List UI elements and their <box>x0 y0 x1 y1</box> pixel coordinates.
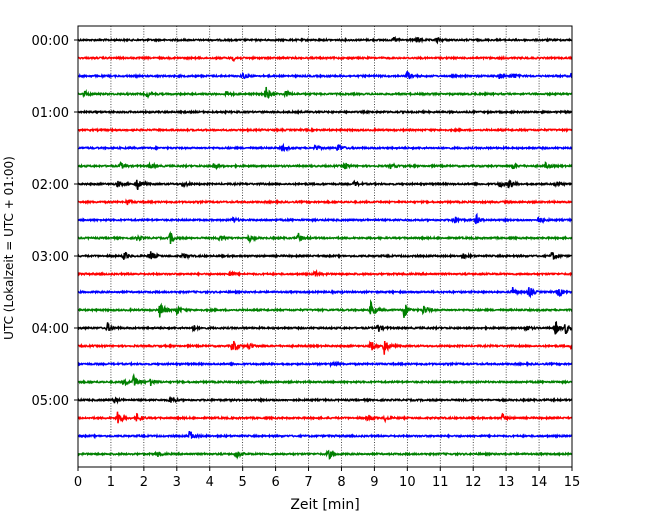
x-tick-label: 5 <box>239 475 247 490</box>
x-tick-label: 14 <box>531 475 548 490</box>
trace-line <box>78 126 572 134</box>
trace-line <box>78 35 572 45</box>
trace-line <box>78 230 572 244</box>
trace-line <box>78 54 572 62</box>
x-tick-label: 6 <box>271 475 279 490</box>
trace-line <box>78 161 572 171</box>
y-tick-label: 04:00 <box>32 322 69 337</box>
trace-line <box>78 179 572 190</box>
trace-line <box>78 449 572 460</box>
x-tick-label: 1 <box>107 475 115 490</box>
y-tick-label: 02:00 <box>32 178 69 193</box>
trace-line <box>78 251 572 261</box>
trace-line <box>78 286 572 299</box>
trace-line <box>78 212 572 225</box>
y-axis-label: UTC (Lokalzeit = UTC + 01:00) <box>2 156 16 340</box>
trace-line <box>78 360 572 369</box>
y-tick-label: 01:00 <box>32 106 69 121</box>
trace-line <box>78 340 572 355</box>
trace-line <box>78 70 572 80</box>
trace-line <box>78 86 572 100</box>
x-tick-label: 0 <box>74 475 82 490</box>
trace-line <box>78 395 572 405</box>
trace-line <box>78 299 572 318</box>
trace-line <box>78 142 572 153</box>
x-tick-label: 3 <box>173 475 181 490</box>
x-tick-label: 12 <box>465 475 482 490</box>
x-tick-label: 9 <box>370 475 378 490</box>
x-tick-label: 8 <box>337 475 345 490</box>
trace-line <box>78 198 572 206</box>
y-tick-label: 03:00 <box>32 250 69 265</box>
x-tick-label: 10 <box>399 475 416 490</box>
plot-frame <box>77 25 573 468</box>
x-tick-label: 13 <box>498 475 515 490</box>
trace-line <box>78 269 572 278</box>
trace-line <box>78 320 572 335</box>
x-axis-label: Zeit [min] <box>290 497 359 513</box>
x-tick-label: 11 <box>432 475 449 490</box>
x-tick-label: 7 <box>304 475 312 490</box>
x-tick-label: 4 <box>206 475 214 490</box>
trace-line <box>78 431 572 440</box>
x-tick-label: 15 <box>564 475 581 490</box>
trace-line <box>78 108 572 116</box>
y-tick-label: 05:00 <box>32 394 69 409</box>
trace-line <box>78 411 572 424</box>
y-tick-label: 00:00 <box>32 34 69 49</box>
x-tick-label: 2 <box>140 475 148 490</box>
trace-line <box>78 372 572 387</box>
